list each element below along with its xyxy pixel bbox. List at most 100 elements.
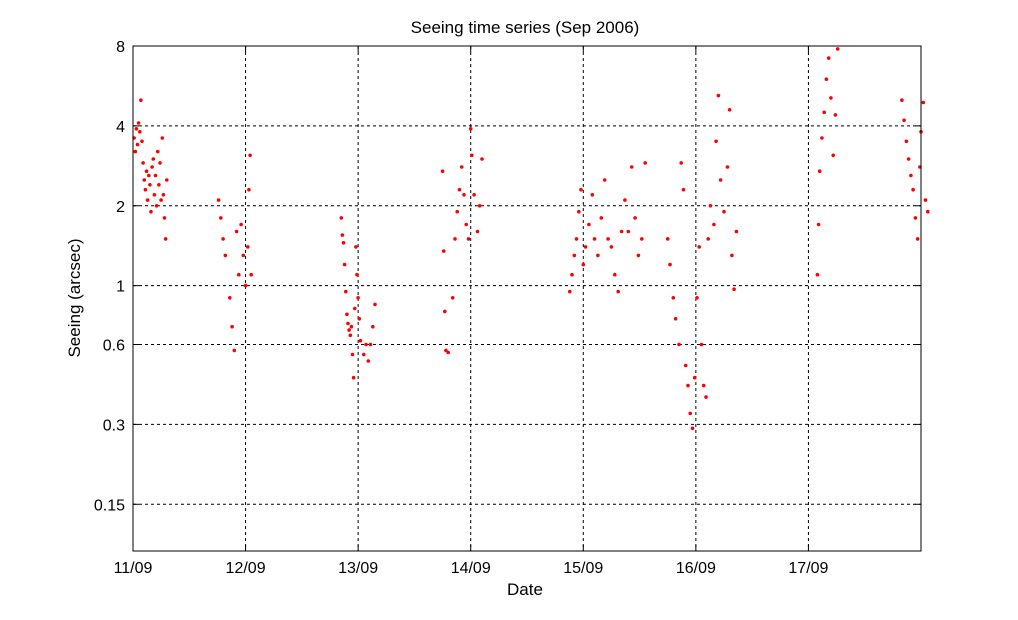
seeing-point: [904, 139, 909, 144]
seeing-point: [835, 47, 840, 51]
seeing-point: [340, 233, 345, 237]
seeing-point: [822, 110, 826, 115]
seeing-point: [706, 237, 710, 241]
seeing-point: [699, 342, 704, 347]
seeing-point: [349, 324, 354, 329]
seeing-point: [350, 352, 355, 357]
x-tick-label: 11/09: [114, 560, 153, 577]
seeing-point: [143, 187, 148, 192]
plot-area-frame: [132, 45, 922, 552]
seeing-point: [716, 93, 721, 98]
seeing-point: [364, 342, 368, 347]
seeing-point: [701, 383, 706, 388]
seeing-point: [243, 283, 248, 288]
seeing-point: [677, 342, 681, 347]
seeing-point: [902, 118, 906, 123]
seeing-point: [216, 198, 221, 202]
seeing-point: [142, 178, 147, 182]
seeing-point: [668, 262, 672, 267]
seeing-point: [136, 121, 141, 125]
grid: [133, 46, 921, 551]
y-tick-label: 8: [116, 39, 125, 56]
seeing-point: [480, 157, 484, 161]
seeing-point: [820, 136, 824, 140]
seeing-point: [368, 342, 373, 347]
seeing-point: [152, 193, 157, 197]
seeing-point: [636, 253, 641, 258]
seeing-point: [239, 222, 243, 227]
seeing-point: [462, 193, 466, 197]
seeing-point: [133, 149, 138, 154]
seeing-point: [623, 198, 627, 202]
seeing-point: [342, 262, 347, 267]
seeing-point: [459, 165, 464, 169]
seeing-point: [911, 187, 915, 192]
seeing-point: [464, 222, 469, 227]
seeing-point: [704, 395, 708, 399]
seeing-point: [572, 253, 577, 258]
x-tick-label: 15/09: [563, 560, 603, 577]
seeing-point: [816, 222, 821, 227]
seeing-point: [587, 222, 591, 227]
seeing-point: [824, 77, 829, 81]
seeing-point: [829, 96, 833, 100]
y-tick-label: 2: [116, 199, 125, 216]
seeing-point: [446, 350, 451, 355]
seeing-point: [592, 237, 597, 241]
seeing-point: [640, 237, 644, 241]
chart-title: Seeing time series (Sep 2006): [411, 18, 640, 37]
seeing-point: [913, 216, 918, 220]
seeing-point: [477, 204, 482, 208]
seeing-point: [373, 302, 377, 307]
seeing-point: [371, 324, 375, 329]
seeing-point: [344, 289, 348, 294]
seeing-point: [708, 204, 713, 208]
y-tick-label: 0.15: [94, 497, 125, 514]
seeing-point: [230, 324, 234, 329]
seeing-point: [470, 153, 474, 158]
y-axis-label: Seeing (arcsec): [65, 238, 84, 357]
seeing-point: [826, 56, 831, 60]
seeing-point: [153, 173, 158, 178]
seeing-point: [695, 296, 699, 300]
seeing-point: [444, 348, 448, 353]
seeing-point: [570, 272, 574, 277]
seeing-point: [347, 328, 351, 332]
seeing-point: [633, 216, 637, 220]
seeing-point: [150, 165, 154, 169]
seeing-point: [606, 237, 610, 241]
seeing-point: [671, 296, 676, 300]
seeing-point: [718, 178, 723, 182]
seeing-point: [579, 187, 583, 192]
seeing-point: [683, 363, 688, 368]
seeing-point: [673, 317, 678, 321]
x-tick-label: 16/09: [676, 560, 716, 577]
seeing-point: [148, 183, 152, 187]
seeing-point: [722, 209, 726, 214]
seeing-point: [144, 169, 149, 173]
seeing-point: [665, 237, 670, 241]
seeing-point: [162, 216, 167, 220]
seeing-point: [345, 312, 349, 317]
seeing-point: [358, 338, 363, 343]
seeing-point: [909, 173, 913, 178]
seeing-point: [596, 253, 600, 258]
seeing-point: [590, 193, 595, 197]
seeing-point: [228, 296, 232, 300]
x-axis-label: Date: [507, 580, 543, 599]
seeing-point: [730, 253, 734, 258]
seeing-point: [568, 289, 572, 294]
y-tick-label: 4: [116, 119, 125, 136]
seeing-point: [450, 296, 455, 300]
x-tick-label: 13/09: [338, 560, 378, 577]
seeing-point: [581, 262, 586, 267]
seeing-point: [599, 216, 604, 220]
seeing-point: [134, 127, 139, 131]
seeing-point: [221, 237, 225, 241]
seeing-point: [900, 98, 904, 102]
seeing-point: [815, 272, 820, 277]
seeing-point: [356, 296, 360, 300]
seeing-point: [138, 130, 142, 134]
seeing-point: [831, 153, 835, 158]
